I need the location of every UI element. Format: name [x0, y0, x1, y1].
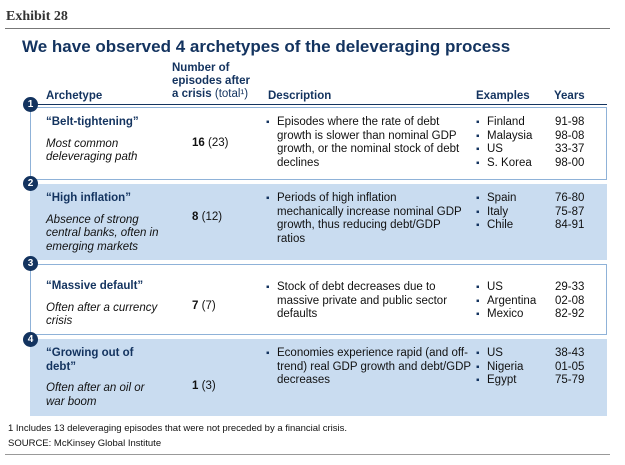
row-4-example: US [476, 347, 556, 361]
page-title: We have observed 4 archetypes of the del… [22, 37, 511, 56]
row-3-total: (7) [201, 300, 216, 312]
row-2-year: 75-87 [555, 205, 585, 218]
row-1-episodes: 16 (23) [192, 137, 228, 151]
row-3-name: “Massive default” [46, 280, 144, 292]
header-episodes-line3: a crisis [172, 88, 212, 100]
row-4-examples: US Nigeria Egypt [476, 347, 556, 388]
row-3-examples: US Argentina Mexico [476, 281, 556, 322]
row-2-year: 84-91 [555, 219, 585, 231]
row-3-episodes: 7 (7) [192, 300, 216, 314]
row-1-year: 98-00 [555, 156, 585, 169]
row-1-example: S. Korea [476, 157, 556, 171]
row-4-year: 75-79 [555, 374, 585, 386]
row-4-count: 1 [192, 380, 199, 392]
row-2-archetype: “High inflation” Absence of strong centr… [46, 192, 166, 254]
row-1-years: 91-98 98-08 33-37 98-00 [555, 116, 584, 170]
row-1-example: Malaysia [476, 130, 556, 144]
header-episodes-line1: Number of [172, 62, 230, 74]
row-1-year: 33-37 [555, 143, 585, 155]
row-2-examples: Spain Italy Chile [476, 192, 556, 233]
row-3-description: Stock of debt decreases due to massive p… [266, 281, 466, 322]
row-1-count: 16 [192, 137, 205, 149]
row-4-number-badge: 4 [23, 332, 38, 347]
row-2-count: 8 [192, 211, 199, 223]
row-2-episodes: 8 (12) [192, 211, 222, 225]
row-1-example: US [476, 143, 556, 157]
row-3-example: Mexico [476, 308, 556, 322]
row-3-number-badge: 3 [23, 256, 38, 271]
row-3-year: 82-92 [555, 308, 585, 320]
row-3-year: 02-08 [555, 294, 585, 307]
row-4-episodes: 1 (3) [192, 380, 216, 394]
row-4-years: 38-43 01-05 75-79 [555, 347, 584, 388]
row-3-example: Argentina [476, 295, 556, 309]
row-4-subtitle: Often after an oil or war boom [46, 382, 145, 408]
row-1-examples: Finland Malaysia US S. Korea [476, 116, 556, 170]
row-2-name: “High inflation” [46, 192, 131, 204]
row-2-years: 76-80 75-87 84-91 [555, 192, 584, 233]
row-3-archetype: “Massive default” Often after a currency… [46, 280, 166, 329]
header-description: Description [268, 90, 332, 102]
row-1-number-badge: 1 [23, 97, 38, 112]
row-3-year: 29-33 [555, 281, 585, 293]
row-3-subtitle: Often after a currency crisis [46, 301, 158, 328]
row-1-name: “Belt-tightening” [46, 116, 139, 128]
top-rule [5, 28, 610, 29]
row-3-years: 29-33 02-08 82-92 [555, 281, 584, 322]
row-4-year: 38-43 [555, 347, 585, 359]
row-4-description: Economies experience rapid (and off-tren… [266, 347, 471, 388]
row-2-year: 76-80 [555, 192, 585, 204]
row-2-description: Periods of high inflation mechanically i… [266, 192, 466, 246]
row-2-example: Italy [476, 206, 556, 220]
header-archetype: Archetype [46, 90, 103, 102]
row-4-total: (3) [201, 380, 216, 392]
row-1-description-text: Episodes where the rate of debt growth i… [266, 116, 466, 170]
row-2-total: (12) [201, 211, 223, 223]
bottom-rule [5, 454, 610, 455]
row-2-number-badge: 2 [23, 176, 38, 191]
row-1-archetype: “Belt-tightening” Most common deleveragi… [46, 116, 166, 165]
header-divider [30, 104, 607, 105]
header-episodes-line2: episodes after [172, 75, 250, 87]
header-years: Years [554, 90, 585, 102]
row-4-year: 01-05 [555, 360, 585, 373]
row-2-example: Chile [476, 219, 556, 233]
header-episodes: Number of episodes after a crisis (total… [172, 62, 250, 101]
row-3-count: 7 [192, 300, 199, 312]
row-4-description-text: Economies experience rapid (and off-tren… [266, 347, 471, 388]
row-4-name: “Growing out of debt” [46, 347, 134, 373]
row-4-archetype: “Growing out of debt” Often after an oil… [46, 347, 156, 409]
row-4-example: Nigeria [476, 361, 556, 375]
row-1-subtitle: Most common deleveraging path [46, 137, 138, 164]
row-4-example: Egypt [476, 374, 556, 388]
row-3-example: US [476, 281, 556, 295]
row-1-total: (23) [208, 137, 229, 149]
header-episodes-total: (total¹) [214, 88, 249, 100]
exhibit-label: Exhibit 28 [6, 9, 68, 24]
row-2-description-text: Periods of high inflation mechanically i… [266, 192, 466, 246]
source-note: SOURCE: McKinsey Global Institute [8, 438, 162, 449]
row-2-subtitle: Absence of strong central banks, often i… [46, 213, 159, 253]
footnote: 1 Includes 13 deleveraging episodes that… [8, 423, 348, 434]
row-1-year: 91-98 [555, 116, 585, 128]
row-1-description: Episodes where the rate of debt growth i… [266, 116, 466, 170]
header-examples: Examples [476, 90, 530, 102]
row-3-description-text: Stock of debt decreases due to massive p… [266, 281, 466, 322]
row-1-year: 98-08 [555, 129, 585, 142]
row-2-example: Spain [476, 192, 556, 206]
row-1-example: Finland [476, 116, 556, 130]
